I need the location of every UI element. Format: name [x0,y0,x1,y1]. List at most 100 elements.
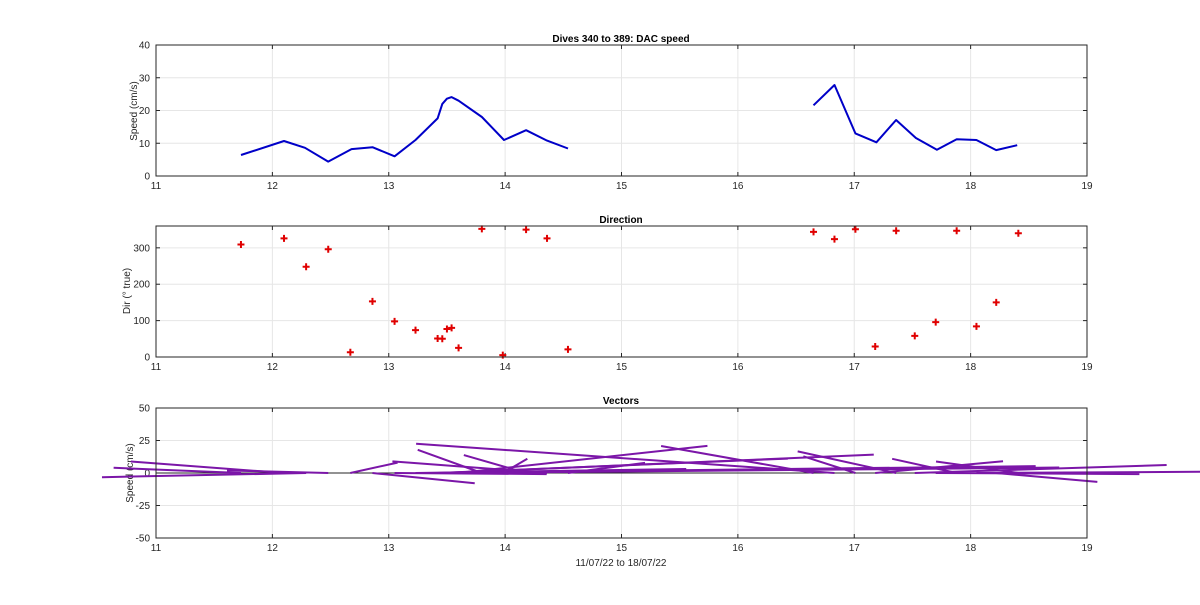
x-tick-label: 13 [383,543,395,554]
y-tick-label: 10 [139,139,151,150]
direction-point [324,245,332,253]
direction-point [522,226,530,234]
x-tick-label: 13 [383,362,395,373]
y-tick-label: 25 [139,436,151,447]
direction-point [972,322,980,330]
current-vector [935,460,1019,474]
y-tick-label: 0 [144,469,150,480]
current-vector [891,457,957,474]
current-vector [417,448,483,474]
y-tick-label: -25 [136,501,151,512]
direction-panel-ylabel: Dir (° true) [122,268,133,314]
vectors-panel-ylabel: Speed (cm/s) [125,443,136,502]
direction-point [455,344,463,352]
x-tick-label: 18 [965,362,977,373]
axes-frame [155,44,1088,177]
vectors-panel-title: Vectors [603,396,640,407]
direction-point [851,225,859,233]
speed-panel-ylabel: Speed (cm/s) [129,81,140,140]
direction-point [346,348,354,356]
current-vector [101,472,307,479]
x-tick-label: 18 [965,181,977,192]
y-tick-label: 0 [144,353,150,364]
y-tick-label: 300 [133,243,150,254]
direction-point [280,234,288,242]
x-tick-label: 14 [500,543,512,554]
current-vector [976,470,1200,474]
x-tick-label: 12 [267,181,279,192]
current-vector [113,466,241,474]
speed-panel: Dives 340 to 389: DAC speed Speed (cm/s)… [129,34,1093,192]
x-tick-label: 17 [849,181,861,192]
current-vector [416,442,835,474]
vectors-panel-xlabel: 11/07/22 to 18/07/22 [575,558,666,569]
current-vector [451,466,1060,474]
current-vector [797,450,897,474]
direction-point [448,324,456,332]
x-tick-label: 11 [151,181,162,192]
current-vector [803,455,856,474]
x-tick-label: 14 [500,181,512,192]
direction-point [1014,229,1022,237]
current-vector [350,461,398,474]
current-vector [372,472,475,485]
direction-panel: Direction Dir (° true) 11 12 13 14 15 16 17 18 1… [122,215,1093,373]
direction-point [892,227,900,235]
direction-point [564,345,572,353]
direction-point [543,234,551,242]
x-tick-label: 17 [849,362,861,373]
current-vector [875,460,1004,474]
x-tick-label: 19 [1081,362,1093,373]
x-tick-label: 12 [267,543,279,554]
direction-panel-title: Direction [599,215,642,226]
current-vector [996,472,1098,483]
current-vector [914,464,1167,474]
x-tick-label: 14 [500,362,512,373]
x-tick-label: 17 [849,543,861,554]
direction-point [302,263,310,271]
y-tick-label: 100 [133,316,150,327]
direction-point [953,227,961,235]
x-tick-label: 19 [1081,181,1093,192]
x-tick-label: 15 [616,362,628,373]
direction-point [911,332,919,340]
vectors-panel: Vectors Speed (cm/s) 11/07/22 to 18/07/2… [101,396,1200,569]
speed-series-line [812,84,1018,152]
x-tick-label: 11 [151,362,162,373]
current-vector [567,461,646,474]
direction-point [438,335,446,343]
x-tick-label: 16 [732,543,744,554]
y-tick-label: 200 [133,280,150,291]
y-tick-label: 30 [139,73,151,84]
direction-point [368,297,376,305]
axes-frame [155,407,1088,539]
x-tick-label: 19 [1081,543,1093,554]
direction-point [237,241,245,249]
direction-point [478,225,486,233]
y-tick-label: 40 [139,41,151,52]
current-vector [660,445,814,474]
y-tick-label: 50 [139,404,151,415]
x-tick-label: 11 [151,543,162,554]
y-tick-label: -50 [136,534,151,545]
direction-point [499,351,507,359]
x-tick-label: 16 [732,362,744,373]
direction-point [810,228,818,236]
x-tick-label: 15 [616,181,628,192]
direction-point [871,342,879,350]
x-tick-label: 15 [616,543,628,554]
y-tick-label: 0 [144,172,150,183]
x-tick-label: 18 [965,543,977,554]
direction-point [391,317,399,325]
direction-point [443,325,451,333]
current-vector [226,469,329,474]
speed-panel-title: Dives 340 to 389: DAC speed [552,34,689,45]
speed-series-line [240,96,569,163]
x-tick-label: 12 [267,362,279,373]
current-vector [392,460,548,474]
x-tick-label: 13 [383,181,395,192]
x-tick-label: 16 [732,181,744,192]
axes-frame [155,225,1088,358]
direction-point [830,235,838,243]
